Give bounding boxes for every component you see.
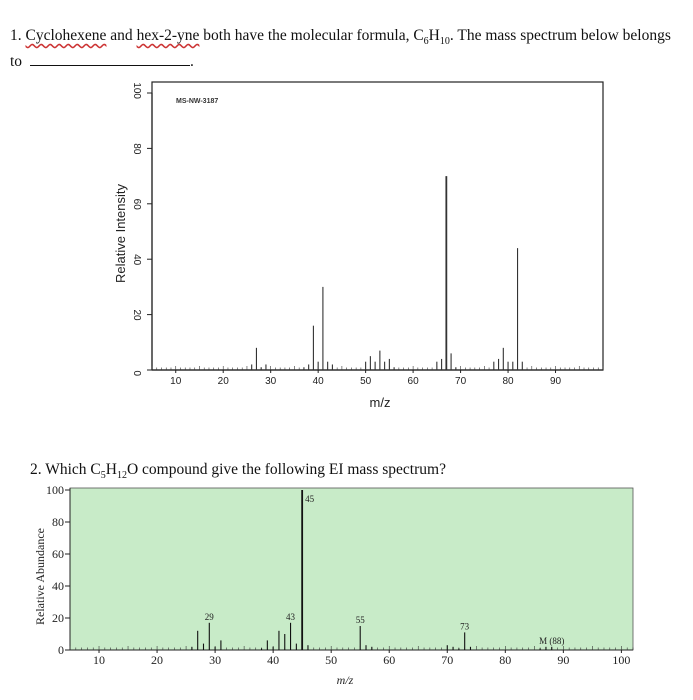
x-tick-label: 30 <box>265 376 277 387</box>
x-tick-label: 90 <box>557 653 569 667</box>
chart2-ylabel: Relative Abundance <box>33 528 47 625</box>
q1-number: 1. <box>10 27 22 44</box>
y-tick-label: 60 <box>131 199 142 211</box>
q2-text-a: Which C <box>45 461 101 478</box>
x-tick-label: 10 <box>93 653 105 667</box>
q2-formula-c: 5 <box>100 470 106 482</box>
peak-label-m73: 73 <box>460 621 470 631</box>
peak-label-m88: M (88) <box>539 636 564 646</box>
question-2: 2. Which C5H12O compound give the follow… <box>30 461 446 481</box>
x-tick-label: 90 <box>550 376 562 387</box>
chart1-frame <box>151 81 604 371</box>
x-tick-label: 80 <box>502 376 514 387</box>
q2-formula-hn: 12 <box>116 470 127 482</box>
q1-formula-c: 6 <box>423 36 429 48</box>
chart2-xlabel: m/z <box>337 673 354 687</box>
y-tick-label: 40 <box>52 579 64 593</box>
q2-formula-h: H <box>105 461 117 478</box>
x-tick-label: 20 <box>151 653 163 667</box>
y-tick-label: 80 <box>52 515 64 529</box>
mass-spectrum-1: 0 20 40 60 80 100 10 20 30 40 50 60 70 80 90 MS-NW-31… <box>113 81 604 410</box>
x-tick-label: 20 <box>218 376 230 387</box>
x-tick-label: 70 <box>455 376 467 387</box>
question-1: 1. Cyclohexene and hex-2-yne both have t… <box>10 26 680 71</box>
x-tick-label: 40 <box>313 376 325 387</box>
q1-compound-cyclohexene: Cyclohexene <box>25 27 107 44</box>
answer-blank[interactable] <box>29 51 190 67</box>
x-tick-label: 70 <box>441 653 453 667</box>
q1-text-end: . The mass spectrum below belongs to <box>10 27 671 71</box>
x-tick-label: 30 <box>209 653 221 667</box>
chart2-plot-bg <box>69 487 634 651</box>
y-tick-label: 20 <box>131 309 142 321</box>
y-tick-label: 60 <box>52 547 64 561</box>
x-tick-label: 100 <box>612 653 630 667</box>
peak-label-m29: 29 <box>205 612 215 622</box>
y-tick-label: 0 <box>131 370 142 376</box>
q2-number: 2. <box>30 461 42 478</box>
chart1-ylabel: Relative Intensity <box>113 184 128 283</box>
q2-text-o: O compound give the following EI mass sp… <box>126 461 446 478</box>
q1-text-mid: both have the molecular formula, C <box>203 27 424 44</box>
chart1-stamp: MS-NW-3187 <box>176 98 218 105</box>
q1-formula-h: H <box>428 27 440 44</box>
peak-label-m55: 55 <box>356 615 366 625</box>
mass-spectrum-2: 0 20 40 60 80 100 10 20 30 40 50 60 70 80 90 100 29 43 4… <box>33 483 634 687</box>
y-tick-label: 100 <box>131 82 142 99</box>
x-tick-label: 10 <box>170 376 182 387</box>
x-tick-label: 60 <box>383 653 395 667</box>
peak-label-m43: 43 <box>286 612 296 622</box>
x-tick-label: 80 <box>499 653 511 667</box>
y-tick-label: 40 <box>131 254 142 266</box>
chart1-xlabel: m/z <box>370 395 391 410</box>
q1-compound-hexyne: hex-2-yne <box>136 27 200 44</box>
x-tick-label: 50 <box>360 376 372 387</box>
x-tick-label: 60 <box>408 376 420 387</box>
x-tick-label: 50 <box>325 653 337 667</box>
x-tick-label: 40 <box>267 653 279 667</box>
y-tick-label: 80 <box>131 143 142 155</box>
q1-formula-hn: 10 <box>439 36 450 48</box>
y-tick-label: 20 <box>52 611 64 625</box>
y-tick-label: 100 <box>46 483 64 497</box>
q1-blank-end: . <box>189 53 194 71</box>
y-tick-label: 0 <box>58 643 64 657</box>
q1-and: and <box>110 27 133 44</box>
peak-label-m45: 45 <box>305 494 315 504</box>
